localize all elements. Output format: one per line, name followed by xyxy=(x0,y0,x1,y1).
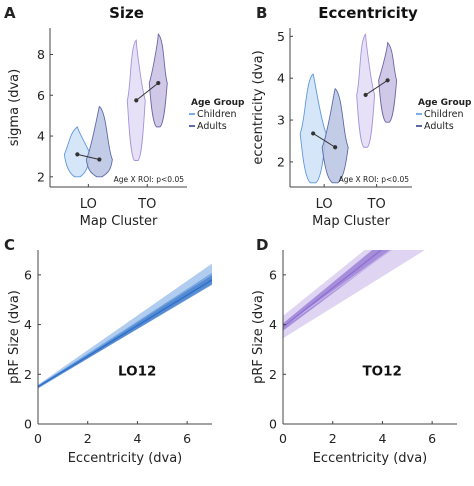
fit-line-adults xyxy=(283,250,383,328)
y-tick-label: 2 xyxy=(269,367,277,382)
x-tick-label: 6 xyxy=(183,431,191,446)
y-tick-label: 0 xyxy=(24,417,32,432)
y-tick-label: 4 xyxy=(269,317,277,332)
stats-annotation: Age X ROI: p<0.05 xyxy=(114,175,185,184)
roi-label: TO12 xyxy=(362,363,401,379)
x-tick-label: TO xyxy=(367,197,386,212)
violin-adults-lo xyxy=(321,87,349,184)
x-tick-label: 6 xyxy=(428,431,436,446)
mean-connector xyxy=(77,153,100,160)
mean-point-adults xyxy=(97,157,102,162)
ci-band-children xyxy=(38,263,212,389)
x-tick-label: 4 xyxy=(133,431,141,446)
y-tick-label: 5 xyxy=(277,29,285,44)
y-tick-label: 3 xyxy=(277,113,285,128)
ci-band-children xyxy=(283,250,426,339)
violin-children-lo xyxy=(63,126,91,178)
mean-point-children xyxy=(311,131,316,136)
panel-title: Eccentricity xyxy=(318,4,418,22)
x-tick-label: 4 xyxy=(378,431,386,446)
ci-band-adults xyxy=(283,250,391,331)
fit-line-adults xyxy=(38,279,212,388)
violin-adults-lo xyxy=(85,105,113,178)
y-tick-label: 2 xyxy=(24,367,32,382)
y-tick-label: 2 xyxy=(277,154,285,169)
y-tick-label: 8 xyxy=(37,47,45,62)
violin-adults-to xyxy=(148,33,168,128)
legend-label-children: Children xyxy=(197,109,237,120)
panel-letter: B xyxy=(256,4,267,22)
mean-point-adults xyxy=(156,80,161,86)
x-tick-label: 0 xyxy=(34,431,42,446)
roi-label: LO12 xyxy=(118,363,156,379)
mean-point-adults xyxy=(333,145,338,150)
y-tick-label: 6 xyxy=(37,88,45,103)
mean-point-children xyxy=(134,98,139,103)
violin-children-lo xyxy=(299,73,327,184)
legend-label-children: Children xyxy=(424,109,464,120)
panel-letter: C xyxy=(4,236,15,254)
legend-label-adults: Adults xyxy=(197,121,227,132)
y-axis-label: pRF Size (dva) xyxy=(251,290,266,384)
panel-b-eccentricity-violin: B Eccentricity 2 3 4 5 LO TO Map Cluster eccentri… xyxy=(251,4,472,229)
y-tick-label: 6 xyxy=(24,267,32,282)
x-axis-label: Eccentricity (dva) xyxy=(68,451,183,466)
legend-title: Age Group xyxy=(191,98,245,108)
x-tick-label: TO xyxy=(137,197,156,212)
mean-connector xyxy=(312,133,336,148)
plot-area xyxy=(283,250,426,339)
y-tick-label: 6 xyxy=(269,267,277,282)
y-tick-label: 0 xyxy=(269,417,277,432)
x-axis-label: Map Cluster xyxy=(312,214,390,229)
panel-a-size-violin: A Size 2 4 6 8 LO TO Map Cluster sigma (dva) Age X… xyxy=(4,4,245,229)
mean-point-children xyxy=(363,92,368,98)
y-tick-label: 4 xyxy=(37,129,45,144)
y-tick-label: 2 xyxy=(37,169,45,184)
y-axis-label: sigma (dva) xyxy=(7,69,22,146)
fit-line-children xyxy=(283,250,392,328)
mean-point-children xyxy=(75,152,80,157)
y-tick-label: 4 xyxy=(277,71,285,86)
panel-letter: D xyxy=(256,236,268,254)
x-axis-label: Eccentricity (dva) xyxy=(313,451,428,466)
legend-title: Age Group xyxy=(418,98,472,108)
x-tick-label: LO xyxy=(316,197,333,212)
panel-letter: A xyxy=(4,4,16,22)
legend-label-adults: Adults xyxy=(424,121,454,132)
panel-title: Size xyxy=(109,4,144,22)
stats-annotation: Age X ROI: p<0.05 xyxy=(339,175,410,184)
y-axis-label: eccentricity (dva) xyxy=(251,50,266,164)
x-axis-label: Map Cluster xyxy=(80,214,158,229)
x-tick-label: 2 xyxy=(329,431,337,446)
plot-area xyxy=(38,263,212,389)
mean-connector xyxy=(365,79,388,96)
x-tick-label: 2 xyxy=(84,431,92,446)
x-tick-label: 0 xyxy=(279,431,287,446)
x-tick-label: LO xyxy=(80,197,97,212)
y-axis-label: pRF Size (dva) xyxy=(7,290,22,384)
y-tick-label: 4 xyxy=(24,317,32,332)
violin-children-to xyxy=(356,33,376,148)
mean-connector xyxy=(135,82,159,101)
fit-line-children xyxy=(38,273,212,388)
mean-point-adults xyxy=(385,78,390,83)
